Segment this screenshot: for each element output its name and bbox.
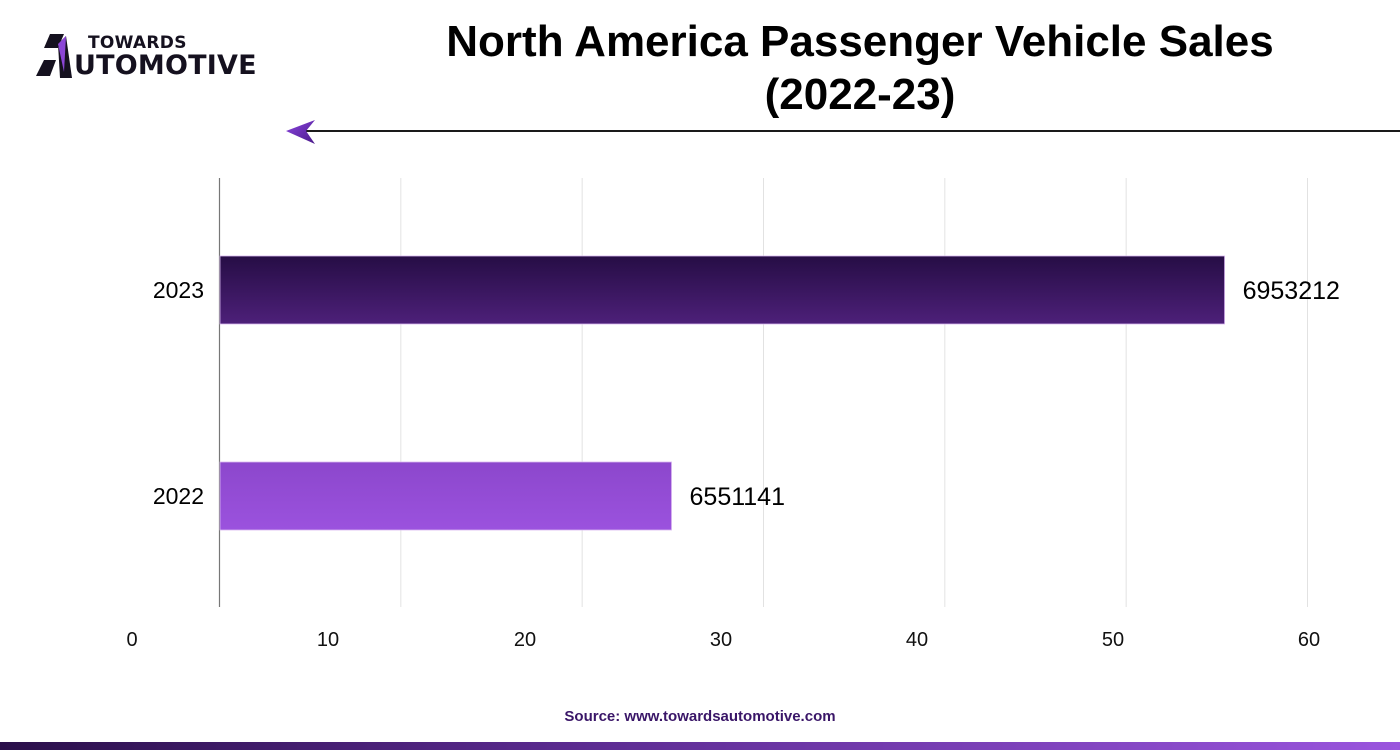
bar-2023 [219, 255, 1225, 325]
logo-mark-icon [36, 34, 72, 78]
x-tick-label: 0 [126, 629, 137, 651]
logo-text-towards: TOWARDS [88, 33, 187, 53]
grid-lines [400, 178, 1308, 607]
source-caption: Source: www.towardsautomotive.com [564, 708, 836, 725]
data-label-2022: 6551141 [690, 483, 785, 511]
bottom-accent-band [0, 742, 1400, 750]
arrow-left-icon [286, 120, 315, 144]
y-tick-label-2022: 2022 [153, 483, 204, 509]
bar-chart: 6953212 6551141 2023 2022 0 10 20 30 40 50 60 [126, 178, 1340, 651]
x-tick-label: 10 [317, 629, 339, 651]
logo-text-automotive: UTOMOTIVE [74, 50, 257, 81]
x-tick-labels: 0 10 20 30 40 50 60 [126, 629, 1320, 651]
chart-title-line2: (2022-23) [764, 70, 956, 119]
chart-title: North America Passenger Vehicle Sales (2… [400, 15, 1320, 121]
x-tick-label: 50 [1102, 629, 1124, 651]
bar-2022 [219, 461, 672, 531]
brand-logo: TOWARDS UTOMOTIVE [36, 30, 286, 82]
x-tick-label: 20 [514, 629, 536, 651]
y-tick-labels: 2023 2022 [153, 277, 204, 509]
x-tick-label: 40 [906, 629, 928, 651]
chart-title-line1: North America Passenger Vehicle Sales [446, 17, 1274, 66]
y-tick-label-2023: 2023 [153, 277, 204, 303]
title-divider [286, 120, 1400, 144]
x-tick-label: 60 [1298, 629, 1320, 651]
x-tick-label: 30 [710, 629, 732, 651]
data-label-2023: 6953212 [1243, 277, 1340, 305]
bars: 6953212 6551141 [219, 255, 1340, 531]
